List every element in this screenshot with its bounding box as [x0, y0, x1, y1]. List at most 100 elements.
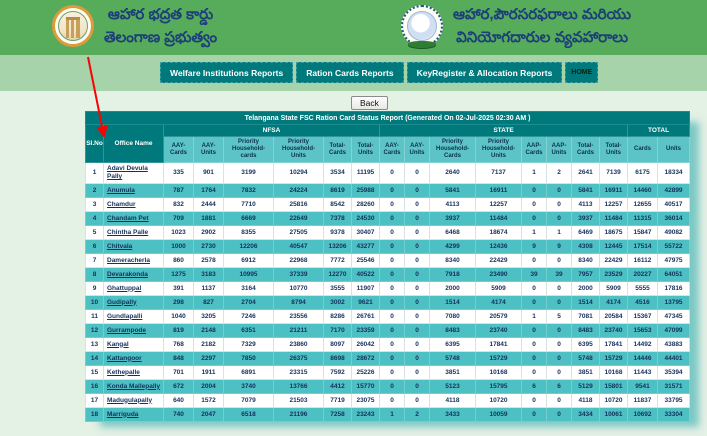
office-name-link[interactable]: Adavi Devula Pally: [107, 165, 148, 180]
value-cell: 5748: [571, 351, 600, 366]
value-cell: 848: [163, 351, 194, 366]
office-name-link[interactable]: Kethepalle: [107, 368, 140, 376]
value-cell: 0: [521, 323, 547, 338]
value-cell: 40547: [273, 239, 324, 254]
value-cell: 7081: [571, 309, 600, 324]
value-cell: 2000: [571, 281, 600, 296]
value-cell: 7378: [323, 211, 352, 226]
value-cell: 3183: [193, 267, 224, 282]
value-cell: 15367: [627, 309, 658, 324]
ration-card-status-table: Telangana State FSC Ration Card Status R…: [84, 111, 691, 422]
value-cell: 832: [163, 197, 194, 212]
office-name-cell: Madugulapally: [103, 393, 164, 408]
back-button[interactable]: Back: [351, 96, 388, 110]
value-cell: 0: [521, 183, 547, 198]
value-cell: 22429: [475, 253, 522, 268]
value-cell: 12257: [599, 197, 628, 212]
value-cell: 7957: [571, 267, 600, 282]
value-cell: 0: [379, 267, 405, 282]
value-cell: 0: [379, 351, 405, 366]
column-header: Total-Units: [351, 136, 380, 163]
office-name-link[interactable]: Chamdur: [107, 200, 136, 208]
office-name-link[interactable]: Kattangoor: [107, 354, 142, 362]
value-cell: 4118: [429, 393, 476, 408]
value-cell: 827: [193, 295, 224, 310]
brand-left: ఆహార భద్రత కార్డు తెలంగాణ ప్రభుత్వం: [52, 3, 217, 49]
value-cell: 0: [379, 295, 405, 310]
slno-cell: 18: [85, 407, 104, 422]
slno-cell: 4: [85, 211, 104, 226]
value-cell: 11484: [599, 211, 628, 226]
brand-right-line1: ఆహార,పౌరసరఫరాలు మరియు: [453, 6, 632, 23]
value-cell: 26042: [351, 337, 380, 352]
office-name-link[interactable]: Marriguda: [107, 410, 139, 418]
office-name-link[interactable]: Konda Mallepally: [107, 382, 161, 390]
office-name-cell: Gurrampode: [103, 323, 164, 338]
value-cell: 7246: [223, 309, 274, 324]
value-cell: 12655: [627, 197, 658, 212]
value-cell: 23529: [599, 267, 628, 282]
office-name-link[interactable]: Gundlapalli: [107, 312, 143, 320]
table-row: 15 Kethepalle 701 1911 6891 23315 7592 25226 0 0 3…: [85, 365, 691, 380]
value-cell: 7258: [323, 407, 352, 422]
main-nav: Welfare Institutions Reports Ration Card…: [160, 62, 599, 83]
value-cell: 3937: [571, 211, 600, 226]
column-header: AAP-Units: [546, 136, 572, 163]
value-cell: 5: [546, 309, 572, 324]
value-cell: 26375: [273, 351, 324, 366]
value-cell: 13795: [656, 295, 691, 310]
value-cell: 10720: [475, 393, 522, 408]
value-cell: 13206: [323, 239, 352, 254]
value-cell: 0: [521, 337, 547, 352]
value-cell: 44401: [656, 351, 691, 366]
nav-item-welfare-institutions-reports[interactable]: Welfare Institutions Reports: [160, 62, 294, 83]
value-cell: 2004: [193, 379, 224, 394]
value-cell: 17841: [599, 337, 628, 352]
value-cell: 16911: [475, 183, 522, 198]
value-cell: 20579: [475, 309, 522, 324]
brand-right-line2: వినియోగదారుల వ్యవహారాలు: [456, 29, 629, 46]
office-name-link[interactable]: Chandam Pet: [107, 214, 149, 222]
nav-item-home[interactable]: HOME: [565, 62, 599, 83]
value-cell: 55722: [656, 239, 691, 254]
slno-cell: 2: [85, 183, 104, 198]
value-cell: 7832: [223, 183, 274, 198]
value-cell: 3740: [223, 379, 274, 394]
brand-left-text: ఆహార భద్రత కార్డు తెలంగాణ ప్రభుత్వం: [104, 3, 217, 49]
value-cell: 1040: [163, 309, 194, 324]
brand-right: ఆహార,పౌరసరఫరాలు మరియు వినియోగదారుల వ్యవహ…: [401, 3, 631, 49]
nav-item-keyregister-allocation-reports[interactable]: KeyRegister & Allocation Reports: [406, 62, 563, 83]
value-cell: 28260: [351, 197, 380, 212]
content-area: Back Telangana State FSC Ration Card Sta…: [0, 91, 707, 436]
nav-item-ration-cards-reports[interactable]: Ration Cards Reports: [296, 62, 404, 83]
value-cell: 0: [379, 393, 405, 408]
office-name-link[interactable]: Madugulapally: [107, 396, 153, 404]
office-name-link[interactable]: Kangal: [107, 340, 129, 348]
table-row: 18 Marriguda 740 2047 6518 21196 7258 23243 1 2 34…: [85, 407, 691, 422]
value-cell: 7079: [223, 393, 274, 408]
office-name-link[interactable]: Dameracherla: [107, 256, 150, 264]
value-cell: 11484: [475, 211, 522, 226]
office-name-link[interactable]: Gudipally: [107, 298, 137, 306]
office-name-link[interactable]: Chintha Palle: [107, 228, 149, 236]
telangana-state-emblem-icon: [52, 5, 94, 47]
value-cell: 2730: [193, 239, 224, 254]
value-cell: 18334: [656, 162, 691, 184]
office-name-link[interactable]: Ghattuppal: [107, 284, 142, 292]
column-header: Cards: [627, 136, 658, 163]
office-name-link[interactable]: Anumula: [107, 186, 135, 194]
value-cell: 23359: [351, 323, 380, 338]
value-cell: 17841: [475, 337, 522, 352]
office-name-cell: Chitvala: [103, 239, 164, 254]
office-name-link[interactable]: Chitvala: [107, 242, 133, 250]
value-cell: 6912: [223, 253, 274, 268]
value-cell: 11443: [627, 365, 658, 380]
value-cell: 0: [404, 393, 430, 408]
value-cell: 1023: [163, 225, 194, 240]
value-cell: 16112: [627, 253, 658, 268]
value-cell: 15795: [475, 379, 522, 394]
office-name-link[interactable]: Gurrampode: [107, 326, 147, 334]
value-cell: 23740: [475, 323, 522, 338]
office-name-link[interactable]: Devarakonda: [107, 270, 148, 278]
office-name-cell: Dameracherla: [103, 253, 164, 268]
